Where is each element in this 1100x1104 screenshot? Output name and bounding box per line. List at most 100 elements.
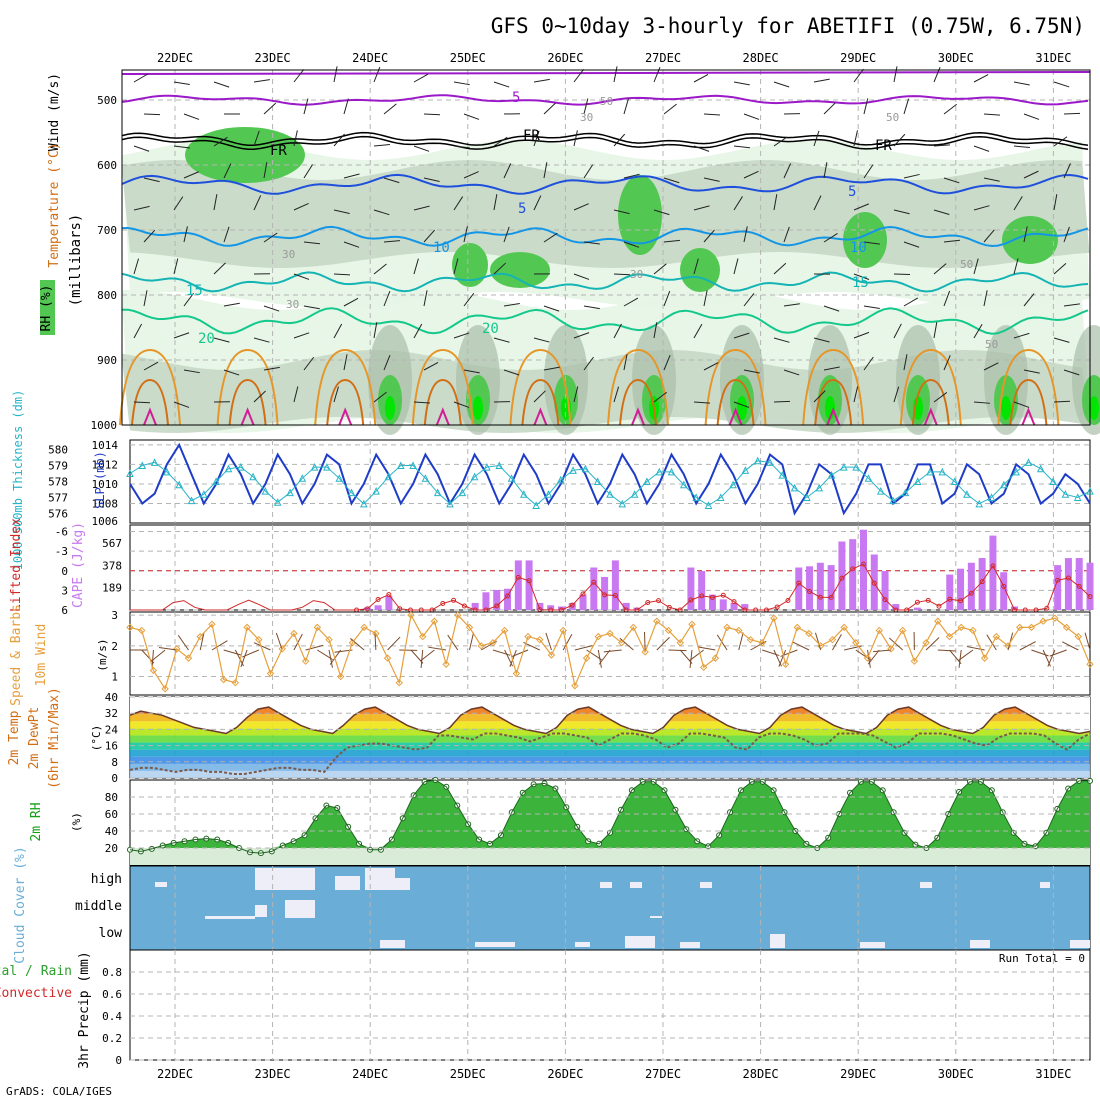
cape-bar xyxy=(515,560,522,610)
contour-label: 50 xyxy=(886,111,899,124)
precip-tick: 0.4 xyxy=(102,1010,122,1023)
chart-title: GFS 0~10day 3-hourly for ABETIFI (0.75W,… xyxy=(491,14,1085,38)
cloud-row-label: low xyxy=(99,926,123,941)
cloud-row-label: middle xyxy=(75,899,122,914)
lifted-tick: 6 xyxy=(61,604,68,617)
cape-bar xyxy=(957,569,964,610)
cape-bar xyxy=(882,571,889,610)
temp-band xyxy=(130,764,1090,771)
contour-label: 15 xyxy=(186,283,203,299)
lifted-tick: 0 xyxy=(61,565,68,578)
cloud-low-block xyxy=(625,936,655,948)
cloud-high-block xyxy=(255,868,275,890)
cloud-high-block xyxy=(1040,882,1050,888)
cape-bar xyxy=(601,577,608,610)
precip-legend-total: Total / Rain xyxy=(0,964,72,979)
upper-level-tick: 900 xyxy=(97,354,117,367)
cape-panel-frame xyxy=(130,525,1090,610)
cloud-high-block xyxy=(295,868,315,890)
slp-ylabel: SLP (mb) xyxy=(93,451,107,509)
wind-ylabel: Speed & Barbs xyxy=(9,604,24,706)
rh-tick: 40 xyxy=(105,825,118,838)
precip-panel-frame xyxy=(130,950,1090,1060)
cloud-high-block xyxy=(395,878,410,890)
rh-column-peak xyxy=(1001,396,1011,420)
cape-tick: 567 xyxy=(102,537,122,550)
cloud-mid-block xyxy=(650,916,662,918)
cape-bar xyxy=(687,568,694,611)
temp-band xyxy=(130,743,1090,750)
legend-temperature: Temperature (°C) xyxy=(47,142,62,267)
contour-label: 5 xyxy=(518,201,526,217)
cape-ylabel: CAPE (J/kg) xyxy=(71,522,86,608)
contour-label: FR xyxy=(875,138,892,154)
top-date-label: 31DEC xyxy=(1035,51,1071,65)
bottom-date-label: 29DEC xyxy=(840,1067,876,1081)
lifted-tick: -3 xyxy=(55,545,68,558)
top-date-label: 23DEC xyxy=(255,51,291,65)
lifted-tick: 3 xyxy=(61,584,68,597)
cape-bar xyxy=(817,563,824,610)
temp-ylabel: 2m Temp xyxy=(7,710,22,765)
wind-unit: (m/s) xyxy=(96,638,109,671)
rh2m-unit: (%) xyxy=(70,812,83,832)
cloud-low-block xyxy=(860,942,885,948)
cape-bar xyxy=(860,530,867,610)
cloud-high-block xyxy=(365,868,395,890)
cape-bar xyxy=(698,571,705,610)
contour-label: 10 xyxy=(433,240,450,256)
contour-label: 20 xyxy=(482,321,499,337)
wind-barb xyxy=(1064,113,1080,114)
wind-barb xyxy=(144,114,160,115)
cloud-high-block xyxy=(600,882,612,888)
cape-bar xyxy=(741,604,748,610)
bottom-date-label: 31DEC xyxy=(1035,1067,1071,1081)
legend-wind: Wind (m/s) xyxy=(47,73,62,151)
contour-label: 20 xyxy=(198,331,215,347)
bottom-date-label: 25DEC xyxy=(450,1067,486,1081)
cape-bar xyxy=(828,565,835,610)
contour-label: 30 xyxy=(286,298,299,311)
wind-barb-10m xyxy=(669,650,687,651)
top-date-label: 22DEC xyxy=(157,51,193,65)
rh-column-peak xyxy=(473,396,483,420)
wind-tick: 1 xyxy=(111,671,118,684)
top-date-label: 25DEC xyxy=(450,51,486,65)
cloud-low-block xyxy=(575,942,590,947)
cloud-high-block xyxy=(920,882,932,888)
rh-blob xyxy=(490,252,550,288)
bottom-date-label: 27DEC xyxy=(645,1067,681,1081)
upper-level-tick: 500 xyxy=(97,94,117,107)
cape-bar xyxy=(526,560,533,610)
contour-label: 50 xyxy=(985,338,998,351)
thickness-tick: 576 xyxy=(48,507,68,520)
cape-tick: 189 xyxy=(102,582,122,595)
cape-bar xyxy=(989,536,996,610)
cape-bar xyxy=(968,563,975,610)
thickness-tick: 577 xyxy=(48,491,68,504)
bottom-date-label: 24DEC xyxy=(352,1067,388,1081)
upper-level-tick: 1000 xyxy=(91,419,118,432)
lifted-tick: -6 xyxy=(55,526,68,539)
contour-label: 15 xyxy=(852,275,869,291)
precip-tick: 0 xyxy=(115,1054,122,1067)
cape-bar xyxy=(806,566,813,610)
temp-unit: (°C) xyxy=(90,725,103,752)
cloud-mid-block xyxy=(255,905,267,917)
cloud-low-block xyxy=(475,942,515,947)
precip-tick: 0.8 xyxy=(102,966,122,979)
cloud-low-block xyxy=(970,940,990,948)
cloud-high-block xyxy=(335,876,360,890)
contour-label: FR xyxy=(523,128,540,144)
cape-bar xyxy=(590,568,597,611)
cloud-high-block xyxy=(700,882,712,888)
cloud-high-block xyxy=(155,882,167,887)
temp-band xyxy=(130,750,1090,757)
rh-column-peak xyxy=(385,396,395,420)
upper-level-tick: 700 xyxy=(97,224,117,237)
thickness-tick: 578 xyxy=(48,476,68,489)
cape-bar xyxy=(795,568,802,611)
cloud-low-block xyxy=(380,940,405,948)
